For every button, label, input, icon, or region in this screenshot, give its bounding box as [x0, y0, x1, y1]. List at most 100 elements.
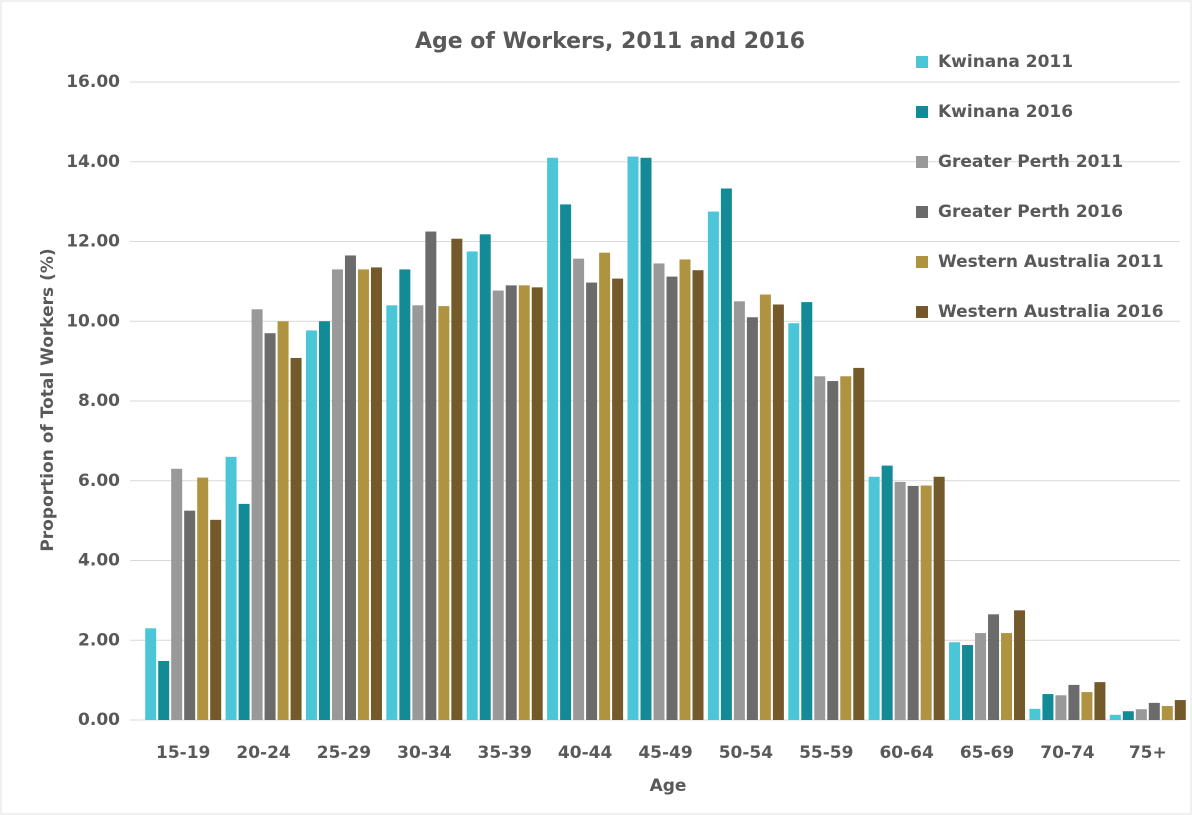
bar: [531, 287, 543, 720]
bar: [251, 309, 263, 720]
bar: [949, 642, 961, 720]
bar: [505, 285, 517, 720]
bar: [881, 465, 893, 720]
bar: [907, 485, 919, 720]
legend-swatch: [916, 206, 928, 218]
y-tick-label: 16.00: [66, 72, 120, 92]
bar: [627, 156, 639, 720]
bar: [1055, 695, 1067, 720]
bar: [759, 294, 771, 720]
bar: [171, 468, 183, 720]
bar: [184, 510, 196, 720]
bar: [264, 333, 276, 720]
bar: [399, 269, 411, 720]
y-tick-label: 6.00: [78, 471, 120, 491]
y-tick-label: 0.00: [78, 710, 120, 730]
bar: [988, 614, 1000, 720]
x-tick-label: 20-24: [236, 743, 291, 763]
bar: [612, 278, 624, 720]
bar: [277, 321, 289, 720]
bar: [573, 258, 585, 720]
bar: [1109, 714, 1121, 720]
bar: [733, 301, 745, 720]
bar: [920, 485, 932, 720]
bar: [679, 259, 691, 720]
bar: [1014, 610, 1026, 720]
y-tick-label: 2.00: [78, 630, 120, 650]
legend-label: Kwinana 2016: [938, 102, 1073, 122]
bar: [720, 188, 732, 720]
bar: [357, 269, 369, 720]
bar: [225, 456, 237, 720]
x-tick-label: 70-74: [1040, 743, 1095, 763]
bar: [1148, 702, 1160, 720]
bar: [1161, 706, 1173, 720]
legend-swatch: [916, 56, 928, 68]
bar: [772, 304, 784, 720]
x-tick-label: 55-59: [799, 743, 853, 763]
bar: [692, 270, 704, 720]
bar: [962, 645, 974, 720]
x-tick-label: 25-29: [317, 743, 371, 763]
bar: [1068, 684, 1080, 720]
bar: [827, 381, 839, 720]
bar: [318, 321, 330, 720]
bar: [412, 305, 424, 720]
x-tick-label: 15-19: [156, 743, 210, 763]
bar: [840, 376, 852, 720]
legend-label: Western Australia 2016: [938, 302, 1164, 322]
bar: [386, 305, 398, 720]
bar: [425, 231, 437, 720]
y-tick-label: 12.00: [66, 232, 120, 252]
x-tick-label: 60-64: [879, 743, 934, 763]
bar: [1094, 682, 1106, 720]
legend-swatch: [916, 156, 928, 168]
bar: [210, 519, 222, 720]
bar: [1081, 692, 1093, 720]
legend-label: Greater Perth 2011: [938, 152, 1123, 172]
x-tick-label: 65-69: [960, 743, 1014, 763]
bar: [238, 503, 250, 720]
bar: [975, 633, 987, 720]
legend-swatch: [916, 106, 928, 118]
bar: [1122, 711, 1134, 720]
bar: [547, 157, 559, 720]
bar: [344, 255, 356, 721]
x-tick-label: 50-54: [719, 743, 774, 763]
bar: [1042, 694, 1054, 720]
bar: [933, 476, 945, 720]
bar: [599, 252, 611, 721]
legend-label: Greater Perth 2016: [938, 202, 1123, 222]
bar: [560, 204, 572, 720]
x-axis-label: Age: [650, 776, 687, 796]
bar: [145, 628, 157, 720]
bar: [492, 290, 504, 720]
legend-label: Western Australia 2011: [938, 252, 1164, 272]
y-tick-label: 14.00: [66, 152, 120, 172]
bar: [158, 660, 170, 720]
bar: [894, 481, 906, 720]
bar: [451, 238, 463, 721]
bar: [653, 263, 665, 720]
bar: [814, 376, 826, 720]
bar: [305, 330, 317, 720]
bar: [666, 276, 678, 720]
bar: [801, 302, 813, 720]
x-tick-label: 30-34: [397, 743, 452, 763]
legend-label: Kwinana 2011: [938, 52, 1073, 72]
x-tick-label: 75+: [1129, 743, 1167, 763]
x-tick-label: 45-49: [638, 743, 692, 763]
bar: [518, 285, 530, 720]
bar: [438, 306, 450, 720]
bar: [1135, 709, 1147, 720]
bar: [586, 282, 598, 720]
bar: [466, 251, 478, 720]
bar: [197, 477, 209, 720]
bar: [1029, 708, 1041, 720]
bar: [707, 211, 719, 720]
bar: [788, 323, 800, 720]
bar: [1001, 633, 1013, 720]
y-axis-label: Proportion of Total Workers (%): [38, 248, 58, 551]
chart-title: Age of Workers, 2011 and 2016: [415, 29, 805, 54]
bar: [868, 476, 880, 720]
